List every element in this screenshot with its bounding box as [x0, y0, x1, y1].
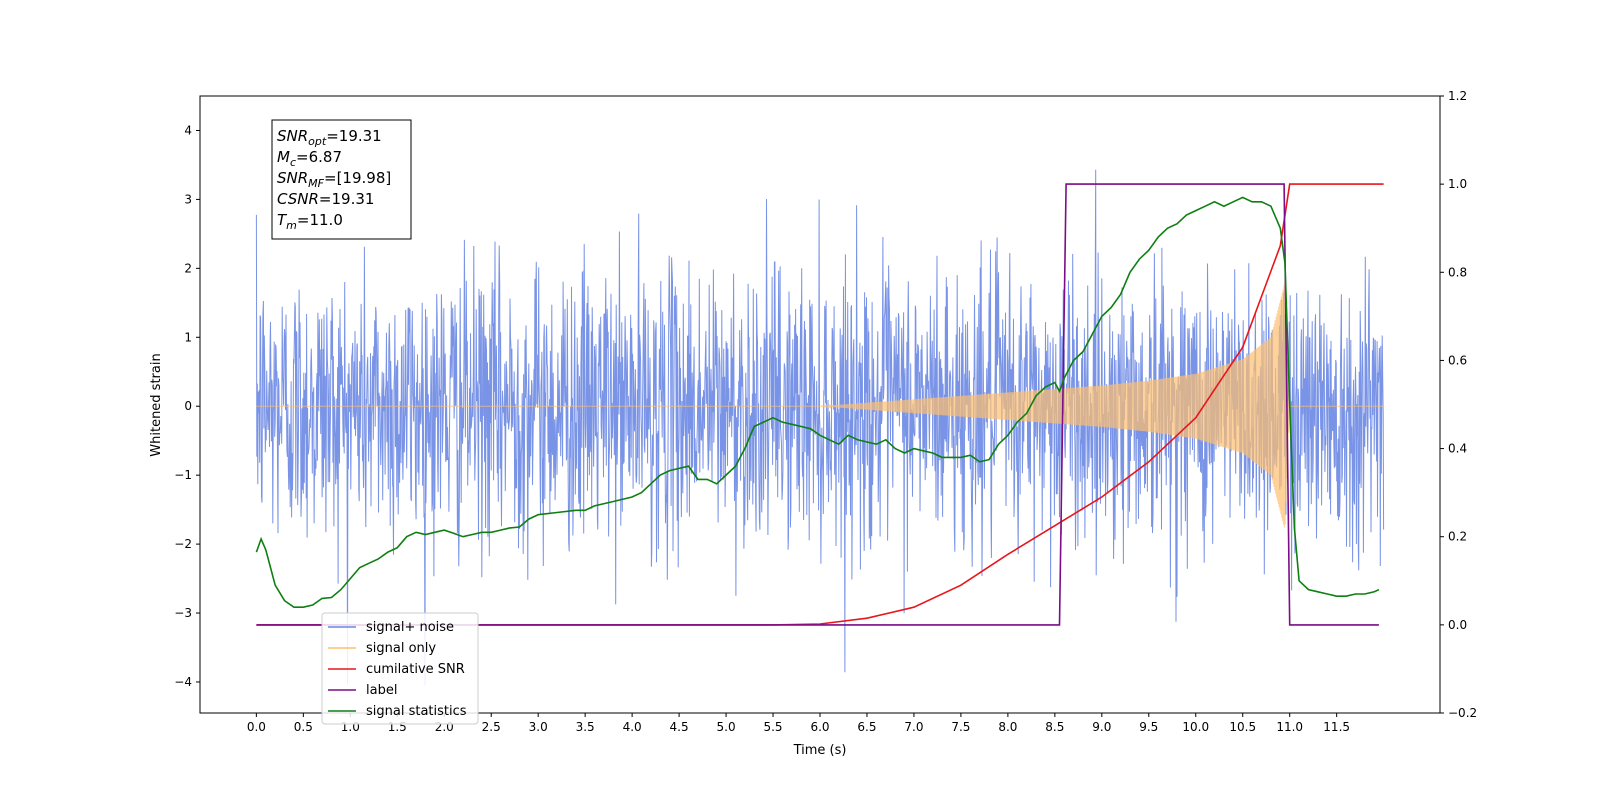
x-tick-label: 3.0 [529, 720, 548, 734]
legend: signal+ noise signal only cumilative SNR la… [321, 612, 479, 725]
legend-label: cumilative SNR [366, 662, 465, 677]
x-tick-label: 5.5 [763, 720, 782, 734]
legend-item: signal+ noise [328, 620, 454, 635]
y-tick-label: −4 [174, 675, 192, 689]
x-tick-label: 6.5 [857, 720, 876, 734]
annotation-line: SNRMF=[19.98] [277, 169, 391, 190]
x-tick-label: 8.5 [1045, 720, 1064, 734]
x-tick-label: 4.0 [623, 720, 642, 734]
legend-label: label [366, 683, 397, 698]
y-axis-left: −4 −3 −2 −1 0 1 2 3 4 [174, 123, 200, 689]
annotation-line: CSNR=19.31 [277, 190, 374, 208]
series-line-signal-noise [255, 169, 1385, 686]
y2-tick-label: 0.0 [1448, 618, 1467, 632]
legend-label: signal+ noise [366, 620, 454, 635]
annotation-line: SNRopt=19.31 [277, 127, 382, 148]
y-tick-label: 0 [184, 399, 192, 413]
y2-tick-label: 1.0 [1448, 177, 1467, 191]
x-tick-label: 3.5 [576, 720, 595, 734]
y-tick-label: 2 [184, 261, 192, 275]
x-tick-label: 10.0 [1182, 720, 1209, 734]
legend-item: cumilative SNR [328, 662, 465, 677]
x-axis: 0.0 0.5 1.0 1.5 2.0 2.5 3.0 3.5 4.0 4.5 5.0 5.5 6.0 6… [247, 713, 1350, 734]
x-tick-label: 8.0 [998, 720, 1017, 734]
series-line-label [256, 183, 1379, 626]
y-axis-right: −0.2 0.0 0.2 0.4 0.6 0.8 1.0 1.2 [1440, 89, 1477, 720]
annotation-frame [271, 119, 412, 240]
series-line-cumilative-snr [256, 183, 1384, 626]
y-tick-label: −3 [174, 606, 192, 620]
y-tick-label: 4 [184, 123, 192, 137]
x-tick-label: 6.0 [810, 720, 829, 734]
legend-item: signal statistics [328, 704, 467, 719]
y2-tick-label: −0.2 [1448, 706, 1477, 720]
legend-label: signal statistics [366, 704, 467, 719]
x-tick-label: 0.0 [247, 720, 266, 734]
x-tick-label: 10.5 [1229, 720, 1256, 734]
y-axis-label: Whitened strain [149, 353, 164, 456]
y2-tick-label: 0.8 [1448, 265, 1467, 279]
series-line-signal-statistics [255, 196, 1380, 608]
stats-annotation-box: SNRopt=19.31Mc=6.87SNRMF=[19.98]CSNR=19.… [271, 119, 412, 240]
y2-tick-label: 0.2 [1448, 530, 1467, 544]
x-tick-label: 2.5 [482, 720, 501, 734]
x-tick-label: 7.5 [951, 720, 970, 734]
y2-tick-label: 0.6 [1448, 353, 1467, 367]
x-tick-label: 4.5 [670, 720, 689, 734]
legend-label: signal only [366, 641, 436, 656]
x-axis-label: Time (s) [793, 743, 847, 758]
y-tick-label: 1 [184, 330, 192, 344]
y-tick-label: −1 [174, 468, 192, 482]
x-tick-label: 11.0 [1276, 720, 1303, 734]
y2-tick-label: 0.4 [1448, 442, 1467, 456]
legend-frame [321, 612, 479, 725]
annotation-line: Tm=11.0 [277, 211, 343, 232]
y-tick-label: 3 [184, 192, 192, 206]
legend-item: label [328, 683, 397, 698]
y2-tick-label: 1.2 [1448, 89, 1467, 103]
annotation-line: Mc=6.87 [277, 148, 342, 169]
y-tick-label: −2 [174, 537, 192, 551]
legend-item: signal only [328, 641, 436, 656]
x-tick-label: 7.0 [904, 720, 923, 734]
x-tick-label: 9.5 [1139, 720, 1158, 734]
x-tick-label: 9.0 [1092, 720, 1111, 734]
x-tick-label: 5.0 [717, 720, 736, 734]
x-tick-label: 0.5 [294, 720, 313, 734]
plot-area [255, 169, 1385, 686]
x-tick-label: 11.5 [1323, 720, 1350, 734]
